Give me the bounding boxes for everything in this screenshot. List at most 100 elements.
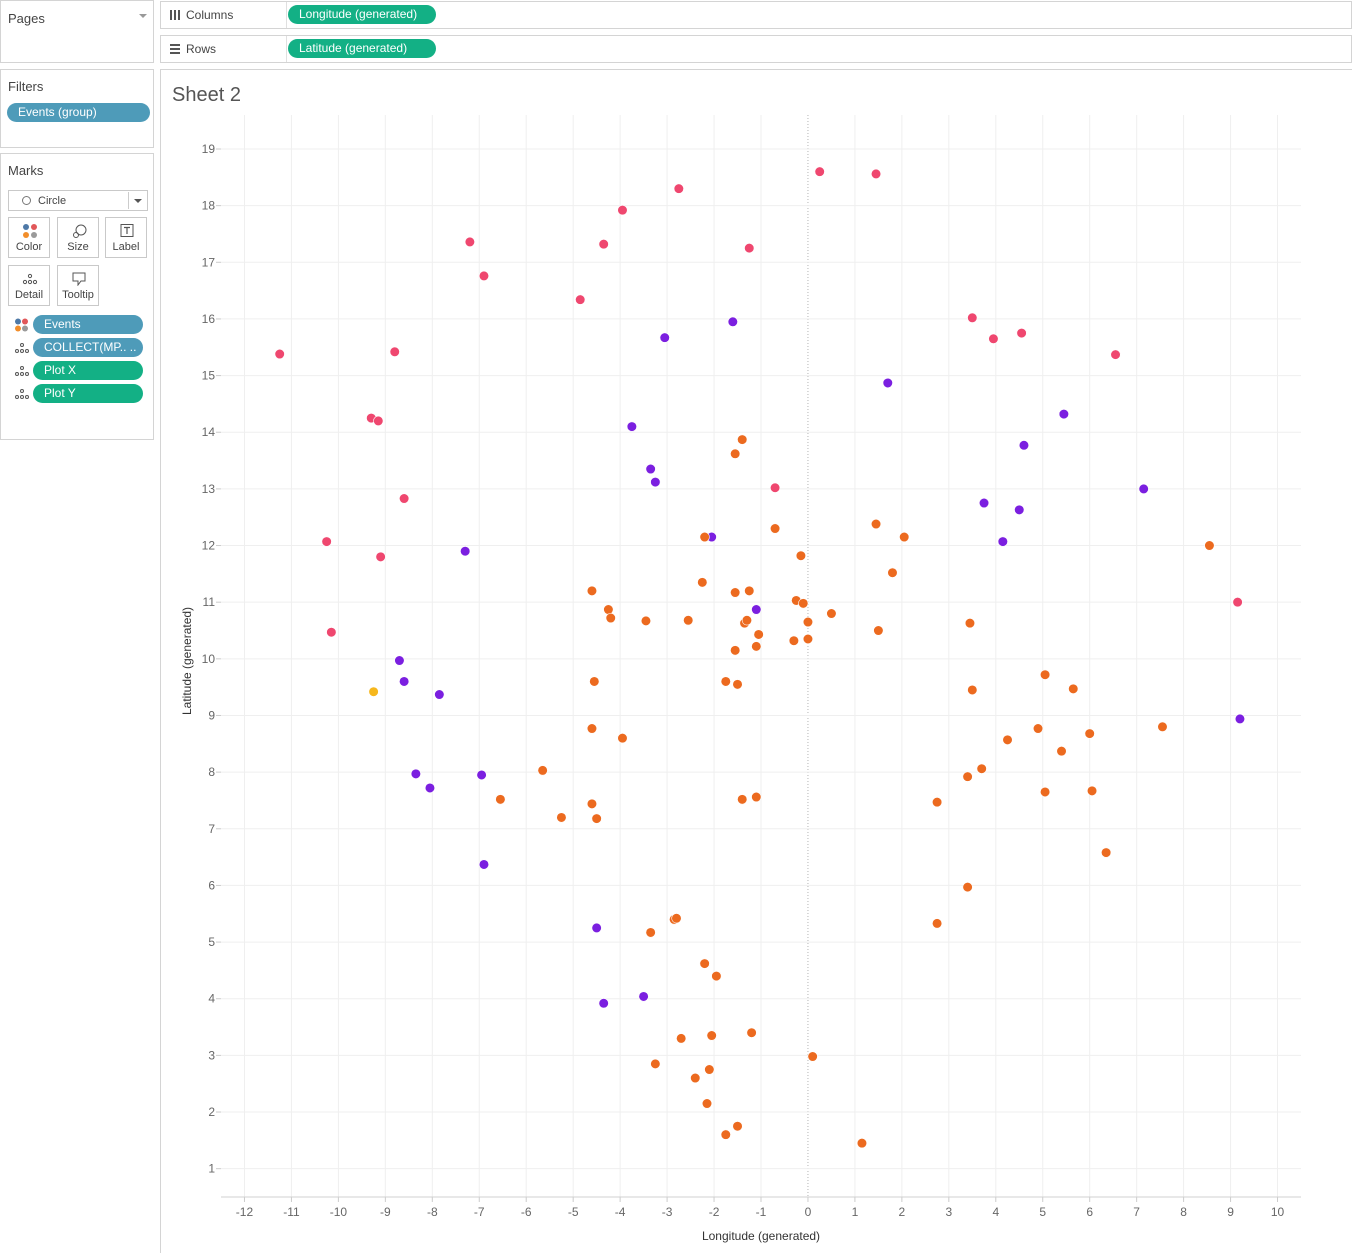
scatter-point[interactable] xyxy=(410,768,421,779)
scatter-point[interactable] xyxy=(882,377,893,389)
scatter-point[interactable] xyxy=(591,922,602,934)
scatter-point[interactable] xyxy=(769,482,781,493)
scatter-point[interactable] xyxy=(751,641,762,652)
scatter-point[interactable] xyxy=(1002,734,1013,745)
scatter-point[interactable] xyxy=(807,1051,818,1062)
scatter-point[interactable] xyxy=(645,463,656,475)
scatter-point[interactable] xyxy=(1058,409,1069,420)
scatter-point[interactable] xyxy=(720,676,731,687)
scatter-point[interactable] xyxy=(751,791,762,803)
scatter-point[interactable] xyxy=(931,797,943,808)
scatter-point[interactable] xyxy=(274,348,285,360)
scatter-point[interactable] xyxy=(326,627,337,638)
scatter-point[interactable] xyxy=(598,998,609,1009)
scatter-point[interactable] xyxy=(1086,785,1098,796)
scatter-point[interactable] xyxy=(1138,483,1149,494)
scatter-point[interactable] xyxy=(746,1027,757,1038)
scatter-point[interactable] xyxy=(1016,327,1027,339)
scatter-point[interactable] xyxy=(856,1138,868,1149)
scatter-point[interactable] xyxy=(753,629,764,640)
scatter-point[interactable] xyxy=(962,882,973,893)
scatter-point[interactable] xyxy=(730,587,741,598)
scatter-point[interactable] xyxy=(964,618,976,629)
scatter-point[interactable] xyxy=(795,550,807,561)
scatter-point[interactable] xyxy=(617,733,628,744)
scatter-point[interactable] xyxy=(962,771,973,782)
scatter-point[interactable] xyxy=(751,604,762,615)
size-button[interactable]: Size xyxy=(57,217,99,258)
scatter-point[interactable] xyxy=(701,1098,713,1109)
scatter-point[interactable] xyxy=(798,598,809,609)
scatter-point[interactable] xyxy=(478,270,490,281)
scatter-point[interactable] xyxy=(464,236,475,247)
scatter-point[interactable] xyxy=(711,970,722,982)
scatter-point[interactable] xyxy=(741,615,753,626)
scatter-point[interactable] xyxy=(626,421,637,432)
scatter-point[interactable] xyxy=(671,913,682,924)
scatter-point[interactable] xyxy=(640,615,652,626)
scatter-point[interactable] xyxy=(704,1064,715,1075)
scatter-point[interactable] xyxy=(967,684,978,696)
scatter-point[interactable] xyxy=(814,166,825,177)
scatter-point[interactable] xyxy=(650,1058,661,1069)
scatter-point[interactable] xyxy=(1232,597,1243,608)
scatter-point[interactable] xyxy=(769,523,781,534)
scatter-point[interactable] xyxy=(1204,540,1215,551)
scatter-point[interactable] xyxy=(826,608,837,619)
scatter-point[interactable] xyxy=(732,679,743,690)
scatter-point[interactable] xyxy=(976,763,987,774)
scatter-point[interactable] xyxy=(638,991,649,1002)
marks-pill-plot-x[interactable]: Plot X xyxy=(33,361,143,380)
mark-type-dropdown[interactable]: Circle xyxy=(8,190,148,211)
marks-pill-plot-y[interactable]: Plot Y xyxy=(33,384,143,403)
scatter-point[interactable] xyxy=(1068,683,1079,694)
scatter-point[interactable] xyxy=(802,616,814,628)
marks-pill-events[interactable]: Events xyxy=(33,315,143,334)
rows-pill-latitude[interactable]: Latitude (generated) xyxy=(288,39,436,58)
scatter-point[interactable] xyxy=(732,1121,743,1132)
scatter-point[interactable] xyxy=(650,476,661,488)
scatter-point[interactable] xyxy=(617,205,628,216)
scatter-point[interactable] xyxy=(1039,786,1051,798)
columns-pill-longitude[interactable]: Longitude (generated) xyxy=(288,5,436,24)
scatter-point[interactable] xyxy=(870,168,882,180)
scatter-point[interactable] xyxy=(556,812,567,823)
scatter-point[interactable] xyxy=(699,531,710,543)
scatter-point[interactable] xyxy=(424,782,436,794)
scatter-point[interactable] xyxy=(870,518,882,530)
scatter-point[interactable] xyxy=(605,612,616,624)
marks-pill-collect[interactable]: COLLECT(MP.. .. xyxy=(33,338,143,357)
scatter-point[interactable] xyxy=(737,434,748,445)
scatter-point[interactable] xyxy=(673,183,684,194)
scatter-point[interactable] xyxy=(1157,721,1168,732)
scatter-point[interactable] xyxy=(575,294,586,305)
scatter-point[interactable] xyxy=(1101,847,1112,858)
scatter-point[interactable] xyxy=(978,497,990,509)
scatter-point[interactable] xyxy=(727,316,738,327)
scatter-point[interactable] xyxy=(586,798,598,809)
label-button[interactable]: Label xyxy=(105,217,147,258)
scatter-point[interactable] xyxy=(394,655,405,666)
scatter-point[interactable] xyxy=(321,536,332,547)
scatter-point[interactable] xyxy=(931,918,943,929)
scatter-point[interactable] xyxy=(1234,713,1246,724)
scatter-point[interactable] xyxy=(887,567,898,578)
scatter-point[interactable] xyxy=(676,1033,687,1044)
scatter-point[interactable] xyxy=(1039,669,1051,680)
scatter-point[interactable] xyxy=(434,689,445,700)
scatter-point[interactable] xyxy=(1056,746,1067,757)
scatter-point[interactable] xyxy=(1084,728,1095,739)
scatter-point[interactable] xyxy=(368,686,379,697)
scatter-point[interactable] xyxy=(788,635,799,646)
scatter-point[interactable] xyxy=(737,794,748,805)
pages-menu-icon[interactable] xyxy=(139,14,147,18)
scatter-point[interactable] xyxy=(706,1030,717,1041)
scatter-point[interactable] xyxy=(997,536,1008,547)
scatter-point[interactable] xyxy=(873,625,884,636)
scatter-point[interactable] xyxy=(1018,440,1030,451)
scatter-point[interactable] xyxy=(373,415,384,427)
columns-shelf[interactable]: Columns Longitude (generated) xyxy=(160,1,1352,29)
scatter-point[interactable] xyxy=(659,332,670,343)
scatter-point[interactable] xyxy=(802,633,814,645)
scatter-point[interactable] xyxy=(495,794,506,805)
